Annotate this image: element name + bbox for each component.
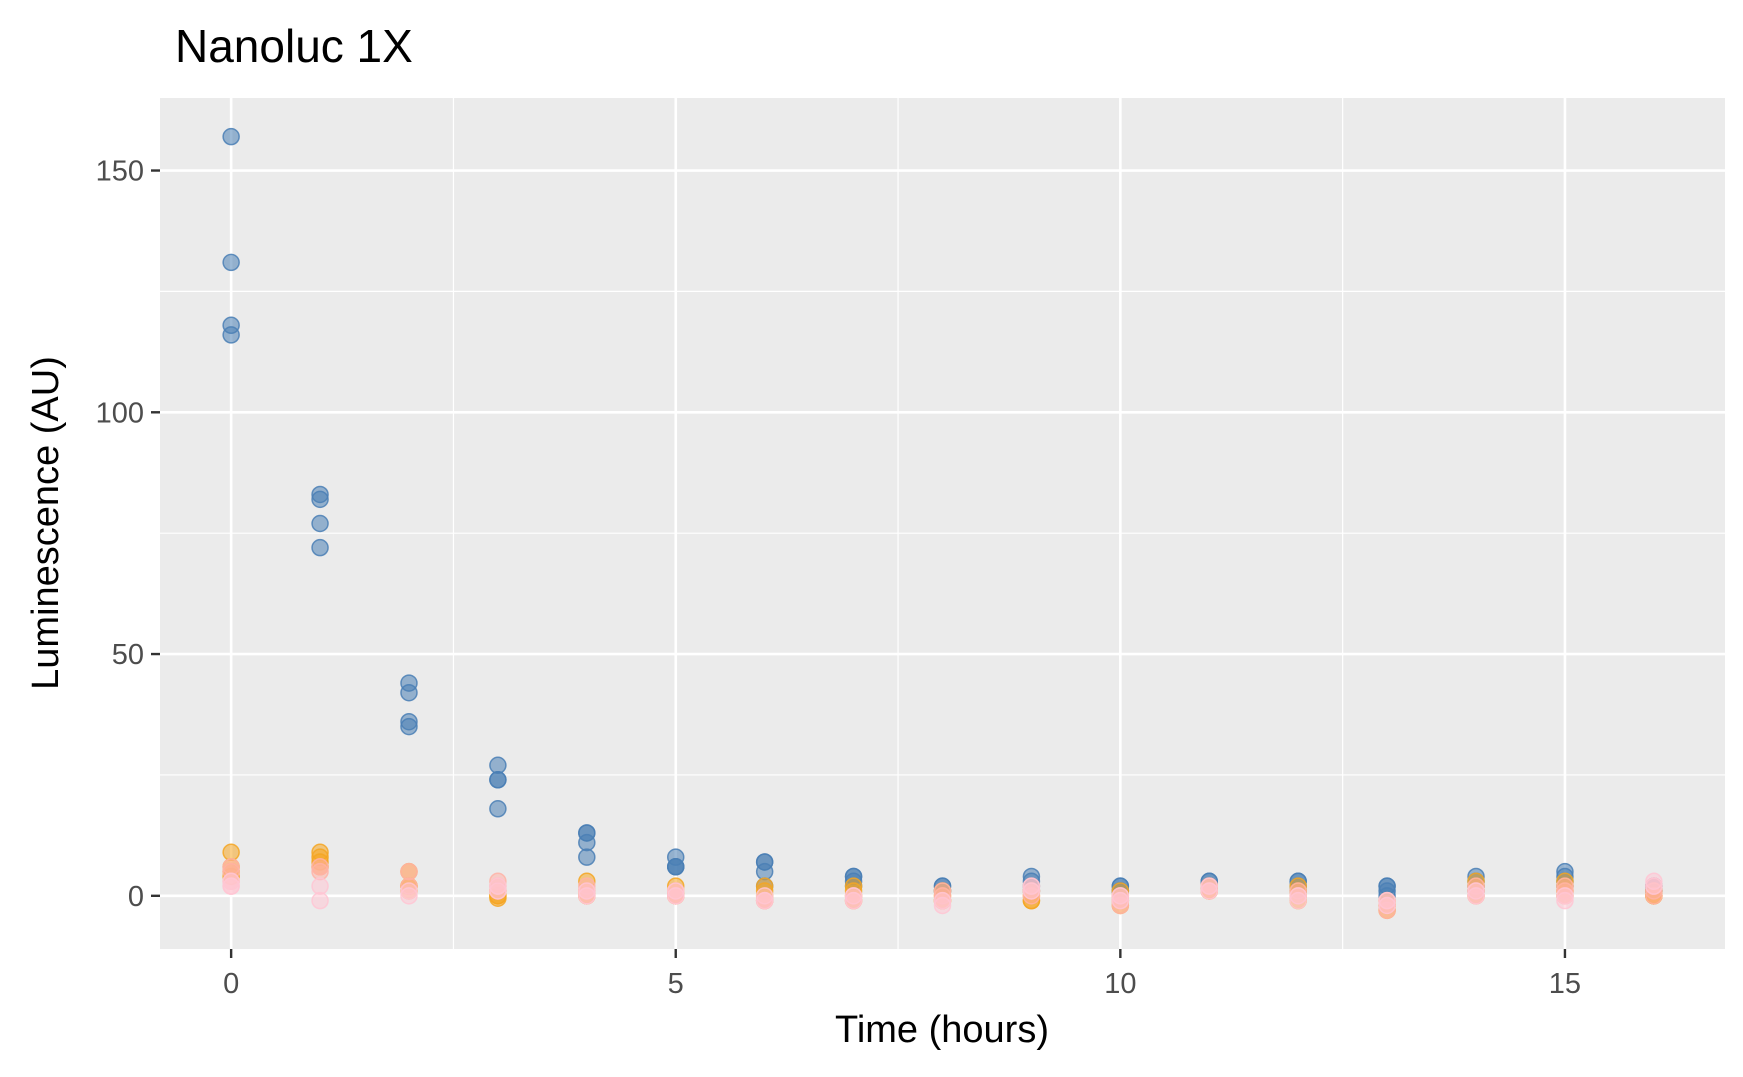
major-grid: [160, 98, 1725, 949]
plot-panel: [160, 98, 1725, 949]
data-point-series-1: [311, 490, 329, 509]
x-tick-label: 0: [223, 968, 239, 1000]
data-point-series-4: [311, 877, 329, 895]
data-point-series-4: [578, 887, 596, 905]
y-tick-label: 50: [112, 639, 144, 671]
data-point-series-1: [400, 683, 418, 702]
data-point-series-2: [222, 843, 240, 862]
data-point-series-4: [1022, 882, 1041, 900]
data-point-series-1: [489, 800, 507, 818]
data-point-series-4: [1200, 882, 1219, 900]
data-point-series-1: [578, 848, 596, 866]
data-point-series-1: [222, 253, 240, 272]
data-point-series-4: [1111, 891, 1130, 910]
data-point-series-4: [933, 896, 952, 915]
y-tick-label: 0: [128, 881, 144, 913]
chart-title: Nanoluc 1X: [175, 20, 413, 72]
data-point-series-4: [311, 891, 329, 910]
data-point-series-1: [311, 514, 329, 533]
y-tick-label: 150: [96, 156, 144, 188]
data-point-series-1: [578, 833, 596, 852]
data-point-series-1: [489, 771, 507, 789]
data-point-series-4: [1556, 891, 1574, 910]
data-point-series-1: [489, 756, 507, 775]
x-tick-label: 15: [1549, 968, 1581, 1000]
y-axis-label: Luminescence (AU): [25, 356, 67, 690]
data-point-series-1: [666, 858, 685, 876]
data-point-series-4: [222, 877, 240, 895]
data-point-series-1: [311, 538, 329, 557]
data-point-series-3: [400, 862, 418, 881]
data-point-series-1: [400, 717, 418, 736]
data-point-series-4: [844, 891, 863, 910]
x-tick-label: 5: [668, 968, 684, 1000]
data-point-series-3: [311, 862, 329, 881]
data-point-series-4: [1645, 877, 1663, 895]
data-point-series-4: [400, 887, 418, 905]
data-point-series-4: [1289, 891, 1307, 910]
data-point-series-4: [489, 882, 507, 900]
x-axis-label: Time (hours): [835, 1009, 1049, 1051]
data-point-series-1: [222, 127, 240, 146]
data-point-series-4: [1467, 887, 1485, 905]
data-points: [222, 127, 1663, 920]
minor-grid: [160, 98, 1725, 949]
data-point-series-1: [222, 326, 240, 344]
data-point-series-4: [666, 887, 685, 905]
data-point-series-4: [755, 891, 774, 910]
y-tick-label: 100: [96, 397, 144, 429]
x-tick-label: 10: [1104, 968, 1136, 1000]
data-point-series-1: [755, 862, 774, 881]
data-point-series-4: [1378, 896, 1396, 915]
